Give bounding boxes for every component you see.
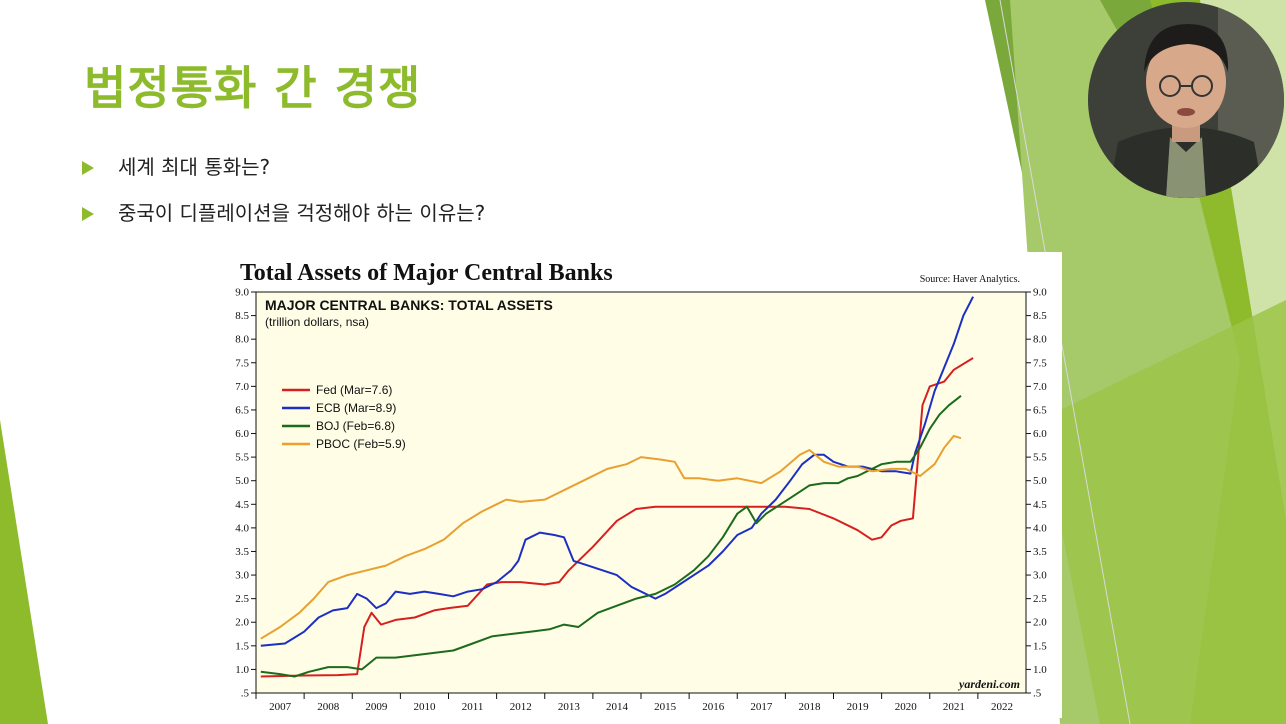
x-tick-label: 2018 xyxy=(798,701,821,713)
x-axis: 2007 2008 2009 2010 2011 2012 2013 2014 2015 2016… xyxy=(255,693,1013,713)
y-tick-label-right: 3.0 xyxy=(1033,570,1047,582)
legend-label-fed: Fed (Mar=7.6) xyxy=(316,383,392,397)
legend-label-boj: BOJ (Feb=6.8) xyxy=(316,419,395,433)
y-tick-label-right: 5.0 xyxy=(1033,475,1047,487)
series-line-boj xyxy=(260,395,962,678)
y-tick-label-right: 6.5 xyxy=(1033,404,1047,416)
x-tick-label: 2014 xyxy=(606,701,629,713)
presenter-shirt xyxy=(1166,137,1206,198)
y-tick-label: 7.0 xyxy=(235,381,249,393)
presenter-face xyxy=(1146,36,1226,128)
y-tick-label: 3.0 xyxy=(235,570,249,582)
chart-title: Total Assets of Major Central Banks xyxy=(240,260,613,286)
y-tick-label-right: 1.0 xyxy=(1033,664,1047,676)
y-tick-label: 5.5 xyxy=(235,452,249,464)
y-tick-label-right: 8.5 xyxy=(1033,310,1047,322)
bullet-item: 중국이 디플레이션을 걱정해야 하는 이유는? xyxy=(82,198,485,244)
y-tick-label: 1.5 xyxy=(235,640,249,652)
y-tick-label-right: 4.0 xyxy=(1033,522,1047,534)
bullet-text: 세계 최대 통화는? xyxy=(118,155,271,179)
y-tick-label: 4.0 xyxy=(235,522,249,534)
x-tick-label: 2012 xyxy=(510,701,532,713)
y-tick-label: 6.0 xyxy=(235,428,249,440)
plot-inner-title: MAJOR CENTRAL BANKS: TOTAL ASSETS xyxy=(265,297,553,313)
x-tick-label: 2007 xyxy=(269,701,292,713)
legend-label-pboc: PBOC (Feb=5.9) xyxy=(316,437,406,451)
legend-label-ecb: ECB (Mar=8.9) xyxy=(316,401,396,415)
y-tick-label: 8.0 xyxy=(235,334,249,346)
y-tick-label-right: 2.5 xyxy=(1033,593,1047,605)
x-tick-label: 2016 xyxy=(702,701,725,713)
y-tick-label: 6.5 xyxy=(235,404,249,416)
x-tick-label: 2011 xyxy=(462,701,484,713)
y-tick-label: 2.0 xyxy=(235,617,249,629)
y-tick-label: 4.5 xyxy=(235,499,249,511)
series-lines xyxy=(260,296,974,678)
y-tick-label: 1.0 xyxy=(235,664,249,676)
x-tick-label: 2015 xyxy=(654,701,677,713)
bullet-arrow-icon xyxy=(82,207,94,221)
y-tick-label: 8.5 xyxy=(235,310,249,322)
series-line-fed xyxy=(260,357,974,678)
plot-inner-subtitle: (trillion dollars, nsa) xyxy=(265,315,369,329)
deco-green-shape-6 xyxy=(0,420,48,724)
bullet-item: 세계 최대 통화는? xyxy=(82,152,485,198)
y-tick-label-right: 5.5 xyxy=(1033,452,1047,464)
y-tick-label-right: 4.5 xyxy=(1033,499,1047,511)
series-line-pboc xyxy=(260,434,962,640)
y-tick-label: 5.0 xyxy=(235,475,249,487)
plot-area xyxy=(255,291,1027,694)
y-tick-label-right: .5 xyxy=(1033,688,1042,700)
bullet-text: 중국이 디플레이션을 걱정해야 하는 이유는? xyxy=(118,201,486,225)
bullet-list: 세계 최대 통화는? 중국이 디플레이션을 걱정해야 하는 이유는? xyxy=(82,152,485,244)
y-axis-right: 9.0 8.5 8.0 7.5 7.0 6.5 6.0 5.5 5.0 4.5 4.0 3.5 3.0 2… xyxy=(1026,287,1047,700)
y-tick-label: .5 xyxy=(241,688,250,700)
chart-watermark: yardeni.com xyxy=(957,677,1020,691)
y-tick-label-right: 6.0 xyxy=(1033,428,1047,440)
x-tick-label: 2020 xyxy=(895,701,918,713)
y-tick-label: 7.5 xyxy=(235,357,249,369)
x-tick-label: 2013 xyxy=(558,701,581,713)
presenter-hair xyxy=(1144,24,1229,72)
x-tick-label: 2017 xyxy=(750,701,773,713)
y-tick-label: 2.5 xyxy=(235,593,249,605)
presenter-mouth xyxy=(1177,108,1195,116)
x-tick-label: 2022 xyxy=(991,701,1013,713)
presenter-webcam xyxy=(1088,2,1284,198)
series-line-ecb xyxy=(260,296,974,647)
legend: Fed (Mar=7.6) ECB (Mar=8.9) BOJ (Feb=6.8) P… xyxy=(282,383,406,451)
slide-title: 법정통화 간 경쟁 xyxy=(84,61,422,115)
y-tick-label: 9.0 xyxy=(235,287,249,299)
deco-green-shape-5 xyxy=(1040,300,1286,724)
x-tick-label: 2010 xyxy=(413,701,436,713)
y-tick-label-right: 8.0 xyxy=(1033,334,1047,346)
y-tick-label-right: 1.5 xyxy=(1033,640,1047,652)
y-tick-label-right: 7.0 xyxy=(1033,381,1047,393)
y-axis-left: 9.0 8.5 8.0 7.5 7.0 6.5 6.0 5.5 5.0 4.5 4.0 3.5 3.0 2… xyxy=(235,287,256,700)
bullet-arrow-icon xyxy=(82,161,94,175)
x-tick-label: 2021 xyxy=(943,701,965,713)
y-tick-label-right: 2.0 xyxy=(1033,617,1047,629)
chart-source: Source: Haver Analytics. xyxy=(920,274,1020,285)
x-tick-label: 2019 xyxy=(847,701,870,713)
y-tick-label-right: 3.5 xyxy=(1033,546,1047,558)
deco-line xyxy=(999,0,1131,724)
y-tick-label-right: 9.0 xyxy=(1033,287,1047,299)
y-tick-label: 3.5 xyxy=(235,546,249,558)
x-tick-label: 2009 xyxy=(365,701,388,713)
central-banks-chart: Total Assets of Major Central Banks Sour… xyxy=(222,252,1062,718)
y-tick-label-right: 7.5 xyxy=(1033,357,1047,369)
x-tick-label: 2008 xyxy=(317,701,340,713)
